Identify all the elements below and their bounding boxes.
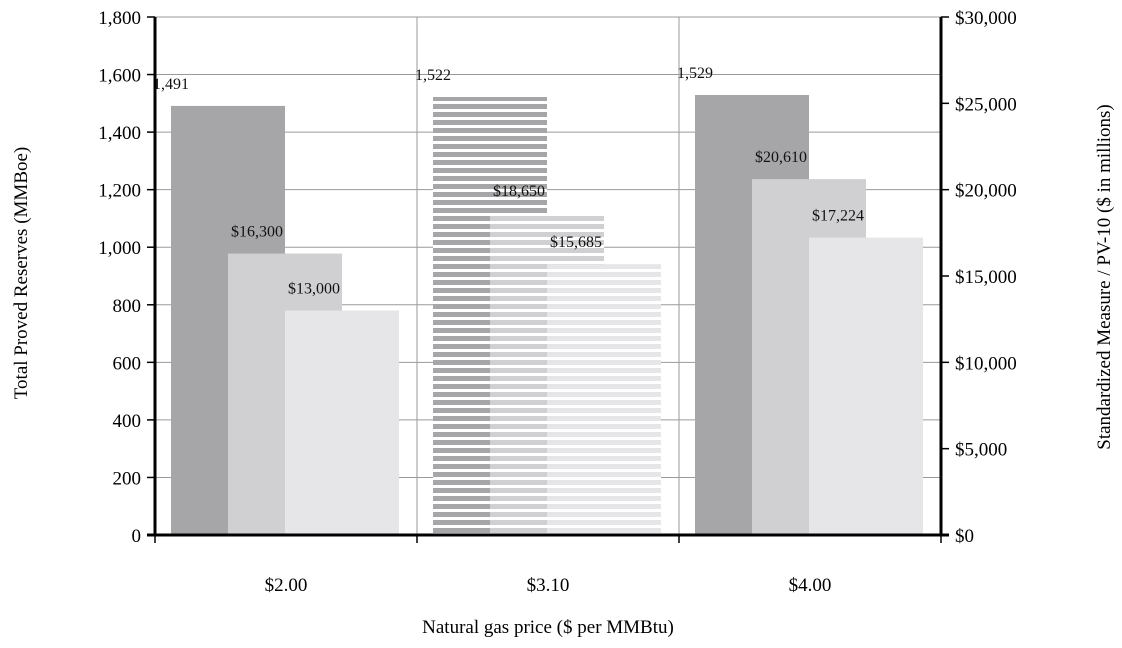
bar-series3-2 — [809, 237, 923, 535]
data-label-series3-2: $17,224 — [812, 208, 864, 225]
y-left-tick-label: 800 — [113, 296, 142, 317]
y-axis-left-title: Total Proved Reserves (MMBoe) — [11, 147, 32, 399]
y-right-tick-label: $15,000 — [955, 267, 1017, 288]
y-right-tick-label: $30,000 — [955, 8, 1017, 29]
y-axis-right-title: Standardized Measure / PV-10 ($ in milli… — [1094, 104, 1115, 449]
y-left-tick-label: 200 — [113, 468, 142, 489]
x-tick-label: $2.00 — [265, 575, 308, 596]
bars — [171, 94, 923, 535]
y-right-tick-label: $0 — [955, 526, 974, 547]
axes: 0 200 400 600 800 1,000 1,200 1,400 1,600 1,800 $0… — [98, 8, 1017, 596]
data-label-series2-1: $18,650 — [493, 183, 545, 200]
y-left-tick-label: 600 — [113, 353, 142, 374]
x-tick-label: $3.10 — [527, 575, 570, 596]
y-right-tick-label: $5,000 — [955, 440, 1007, 461]
y-left-tick-label: 1,400 — [98, 123, 141, 144]
data-label-series3-0: $13,000 — [288, 281, 340, 298]
y-right-tick-label: $25,000 — [955, 94, 1017, 115]
data-labels: 1,491 $16,300 $13,000 1,522 $18,650 $15,685 1,… — [153, 65, 864, 298]
data-label-series2-0: $16,300 — [231, 224, 283, 241]
x-axis-title: Natural gas price ($ per MMBtu) — [422, 617, 674, 638]
bar-series3-1 — [547, 264, 661, 535]
data-label-series1-0: 1,491 — [153, 76, 189, 93]
y-left-tick-label: 400 — [113, 411, 142, 432]
y-right-tick-label: $10,000 — [955, 353, 1017, 374]
y-left-tick-label: 1,200 — [98, 181, 141, 202]
x-tick-label: $4.00 — [789, 575, 832, 596]
y-left-tick-label: 1,800 — [98, 8, 141, 29]
data-label-series2-2: $20,610 — [755, 149, 807, 166]
data-label-series3-1: $15,685 — [550, 234, 602, 251]
y-left-tick-label: 0 — [132, 526, 142, 547]
y-left-tick-label: 1,000 — [98, 238, 141, 259]
y-right-tick-label: $20,000 — [955, 181, 1017, 202]
y-left-tick-label: 1,600 — [98, 66, 141, 87]
data-label-series1-2: 1,529 — [677, 65, 713, 82]
bar-series3-0 — [285, 310, 399, 535]
data-label-series1-1: 1,522 — [415, 67, 451, 84]
